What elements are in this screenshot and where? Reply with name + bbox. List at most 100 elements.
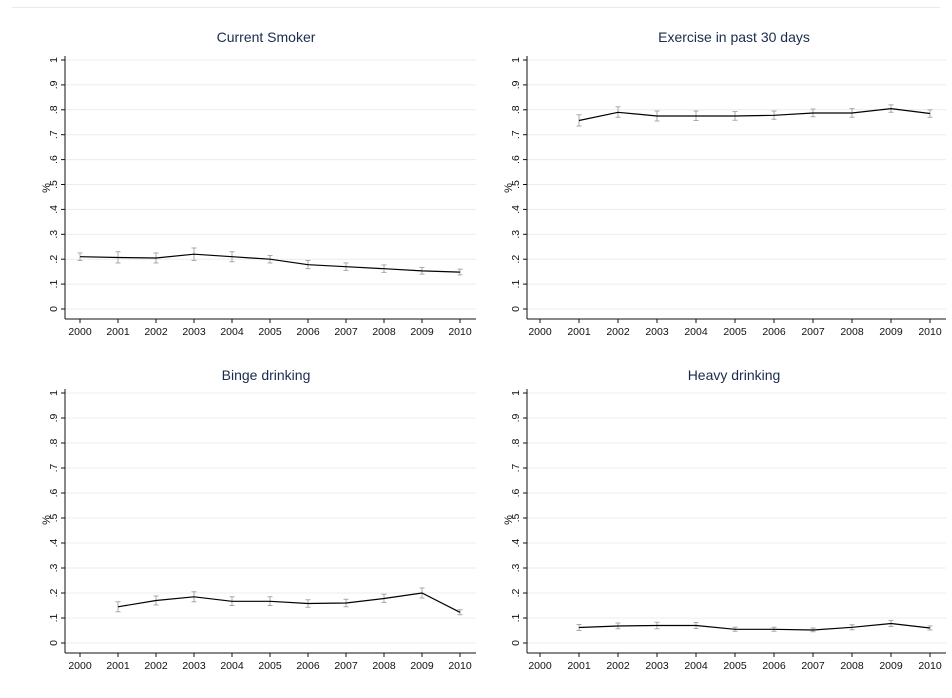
y-tick-label: .8 <box>48 438 60 447</box>
x-tick-label: 2008 <box>840 660 864 672</box>
x-tick-label: 2007 <box>801 326 825 338</box>
panel-title: Exercise in past 30 days <box>658 29 810 45</box>
panel-binge-drinking-plot: Binge drinking % 0 .1 .2 .3 .4 .5 .6 .7 .8 .9 1 200… <box>41 367 476 672</box>
y-tick-label: .1 <box>48 280 60 289</box>
x-tick-label: 2003 <box>182 660 206 672</box>
x-tick-label: 2004 <box>684 660 708 672</box>
panel-title: Current Smoker <box>217 29 316 45</box>
x-tick-label: 2002 <box>606 326 630 338</box>
y-axis-label: % <box>41 183 53 193</box>
panel-heavy-drinking: Heavy drinking % 0 .1 .2 .3 .4 .5 .6 .7 .8 .9 1 200… <box>476 350 952 680</box>
x-tick-label: 2010 <box>918 326 942 338</box>
y-tick-label: 0 <box>48 640 60 646</box>
x-tick-label: 2001 <box>106 326 130 338</box>
x-tick-label: 2000 <box>68 326 92 338</box>
x-tick-label: 2002 <box>144 326 168 338</box>
panel-title: Heavy drinking <box>688 367 781 383</box>
x-tick-label: 2004 <box>220 326 244 338</box>
y-tick-label: .7 <box>48 130 60 139</box>
y-tick-label: .7 <box>510 463 522 472</box>
x-tick-label: 2006 <box>762 660 786 672</box>
panel-title: Binge drinking <box>222 367 311 383</box>
x-tick-label: 2006 <box>296 660 320 672</box>
y-tick-label: .2 <box>48 588 60 597</box>
y-tick-label: .1 <box>510 280 522 289</box>
panel-current-smoker: Current Smoker % 0 .1 .2 .3 .4 .5 .6 .7 .8 .9 1 200… <box>0 20 476 350</box>
x-tick-label: 2001 <box>567 660 591 672</box>
x-tick-label: 2003 <box>182 326 206 338</box>
y-axis-label: % <box>41 515 53 525</box>
x-tick-label: 2010 <box>918 660 942 672</box>
x-tick-label: 2002 <box>606 660 630 672</box>
x-tick-label: 2007 <box>801 660 825 672</box>
panel-exercise: Exercise in past 30 days % 0 .1 .2 .3 .4 .5 .6… <box>476 20 952 350</box>
x-tick-label: 2010 <box>448 660 472 672</box>
y-tick-label: .6 <box>510 488 522 497</box>
x-tick-label: 2001 <box>567 326 591 338</box>
y-axis-label: % <box>503 183 515 193</box>
y-tick-label: .8 <box>510 105 522 114</box>
x-tick-label: 2007 <box>334 660 358 672</box>
y-tick-label: .6 <box>510 155 522 164</box>
x-tick-label: 2003 <box>645 326 669 338</box>
panel-current-smoker-plot: Current Smoker % 0 .1 .2 .3 .4 .5 .6 .7 .8 .9 1 200… <box>41 29 476 338</box>
x-tick-label: 2008 <box>372 660 396 672</box>
x-tick-label: 2005 <box>723 326 747 338</box>
series-line <box>117 592 461 613</box>
x-tick-label: 2005 <box>258 660 282 672</box>
y-tick-label: .8 <box>510 438 522 447</box>
y-tick-label: .5 <box>48 180 60 189</box>
x-tick-label: 2004 <box>220 660 244 672</box>
y-tick-label: .2 <box>48 255 60 264</box>
panel-binge-drinking: Binge drinking % 0 .1 .2 .3 .4 .5 .6 .7 .8 .9 1 200… <box>0 350 476 680</box>
y-axis-label: % <box>503 515 515 525</box>
top-divider <box>12 7 940 8</box>
y-tick-label: .8 <box>48 105 60 114</box>
y-tick-label: .1 <box>48 613 60 622</box>
x-tick-label: 2009 <box>410 660 434 672</box>
x-tick-label: 2008 <box>840 326 864 338</box>
x-tick-label: 2004 <box>684 326 708 338</box>
x-tick-label: 2009 <box>879 660 903 672</box>
y-tick-label: .9 <box>48 413 60 422</box>
y-tick-label: .9 <box>510 413 522 422</box>
y-tick-label: 1 <box>48 390 60 396</box>
panel-heavy-drinking-plot: Heavy drinking % 0 .1 .2 .3 .4 .5 .6 .7 .8 .9 1 200… <box>503 367 946 672</box>
y-tick-label: .5 <box>510 180 522 189</box>
y-tick-label: .3 <box>48 563 60 572</box>
y-tick-label: .2 <box>510 255 522 264</box>
y-tick-label: .2 <box>510 588 522 597</box>
y-tick-label: .6 <box>48 488 60 497</box>
series-line <box>578 622 931 631</box>
x-tick-label: 2000 <box>528 660 552 672</box>
y-tick-label: 0 <box>510 306 522 312</box>
y-tick-label: .9 <box>510 80 522 89</box>
y-tick-label: 1 <box>48 57 60 63</box>
x-tick-label: 2000 <box>528 326 552 338</box>
panel-exercise-plot: Exercise in past 30 days % 0 .1 .2 .3 .4 .5 .6… <box>503 29 946 338</box>
y-tick-label: .7 <box>510 130 522 139</box>
y-tick-label: .7 <box>48 463 60 472</box>
y-tick-label: .4 <box>510 205 522 214</box>
y-tick-label: .4 <box>510 538 522 547</box>
y-tick-label: .5 <box>48 513 60 522</box>
y-tick-label: 0 <box>48 306 60 312</box>
y-tick-label: .1 <box>510 613 522 622</box>
y-tick-label: 1 <box>510 57 522 63</box>
y-tick-label: .9 <box>48 80 60 89</box>
y-tick-label: .4 <box>48 205 60 214</box>
series-line <box>79 253 461 273</box>
series-line <box>578 107 931 122</box>
x-tick-label: 2005 <box>723 660 747 672</box>
x-tick-label: 2005 <box>258 326 282 338</box>
x-tick-label: 2007 <box>334 326 358 338</box>
x-tick-label: 2009 <box>410 326 434 338</box>
y-tick-label: 1 <box>510 390 522 396</box>
y-tick-label: .5 <box>510 513 522 522</box>
y-tick-label: .4 <box>48 538 60 547</box>
x-tick-label: 2009 <box>879 326 903 338</box>
x-tick-label: 2001 <box>106 660 130 672</box>
x-tick-label: 2003 <box>645 660 669 672</box>
x-tick-label: 2006 <box>296 326 320 338</box>
